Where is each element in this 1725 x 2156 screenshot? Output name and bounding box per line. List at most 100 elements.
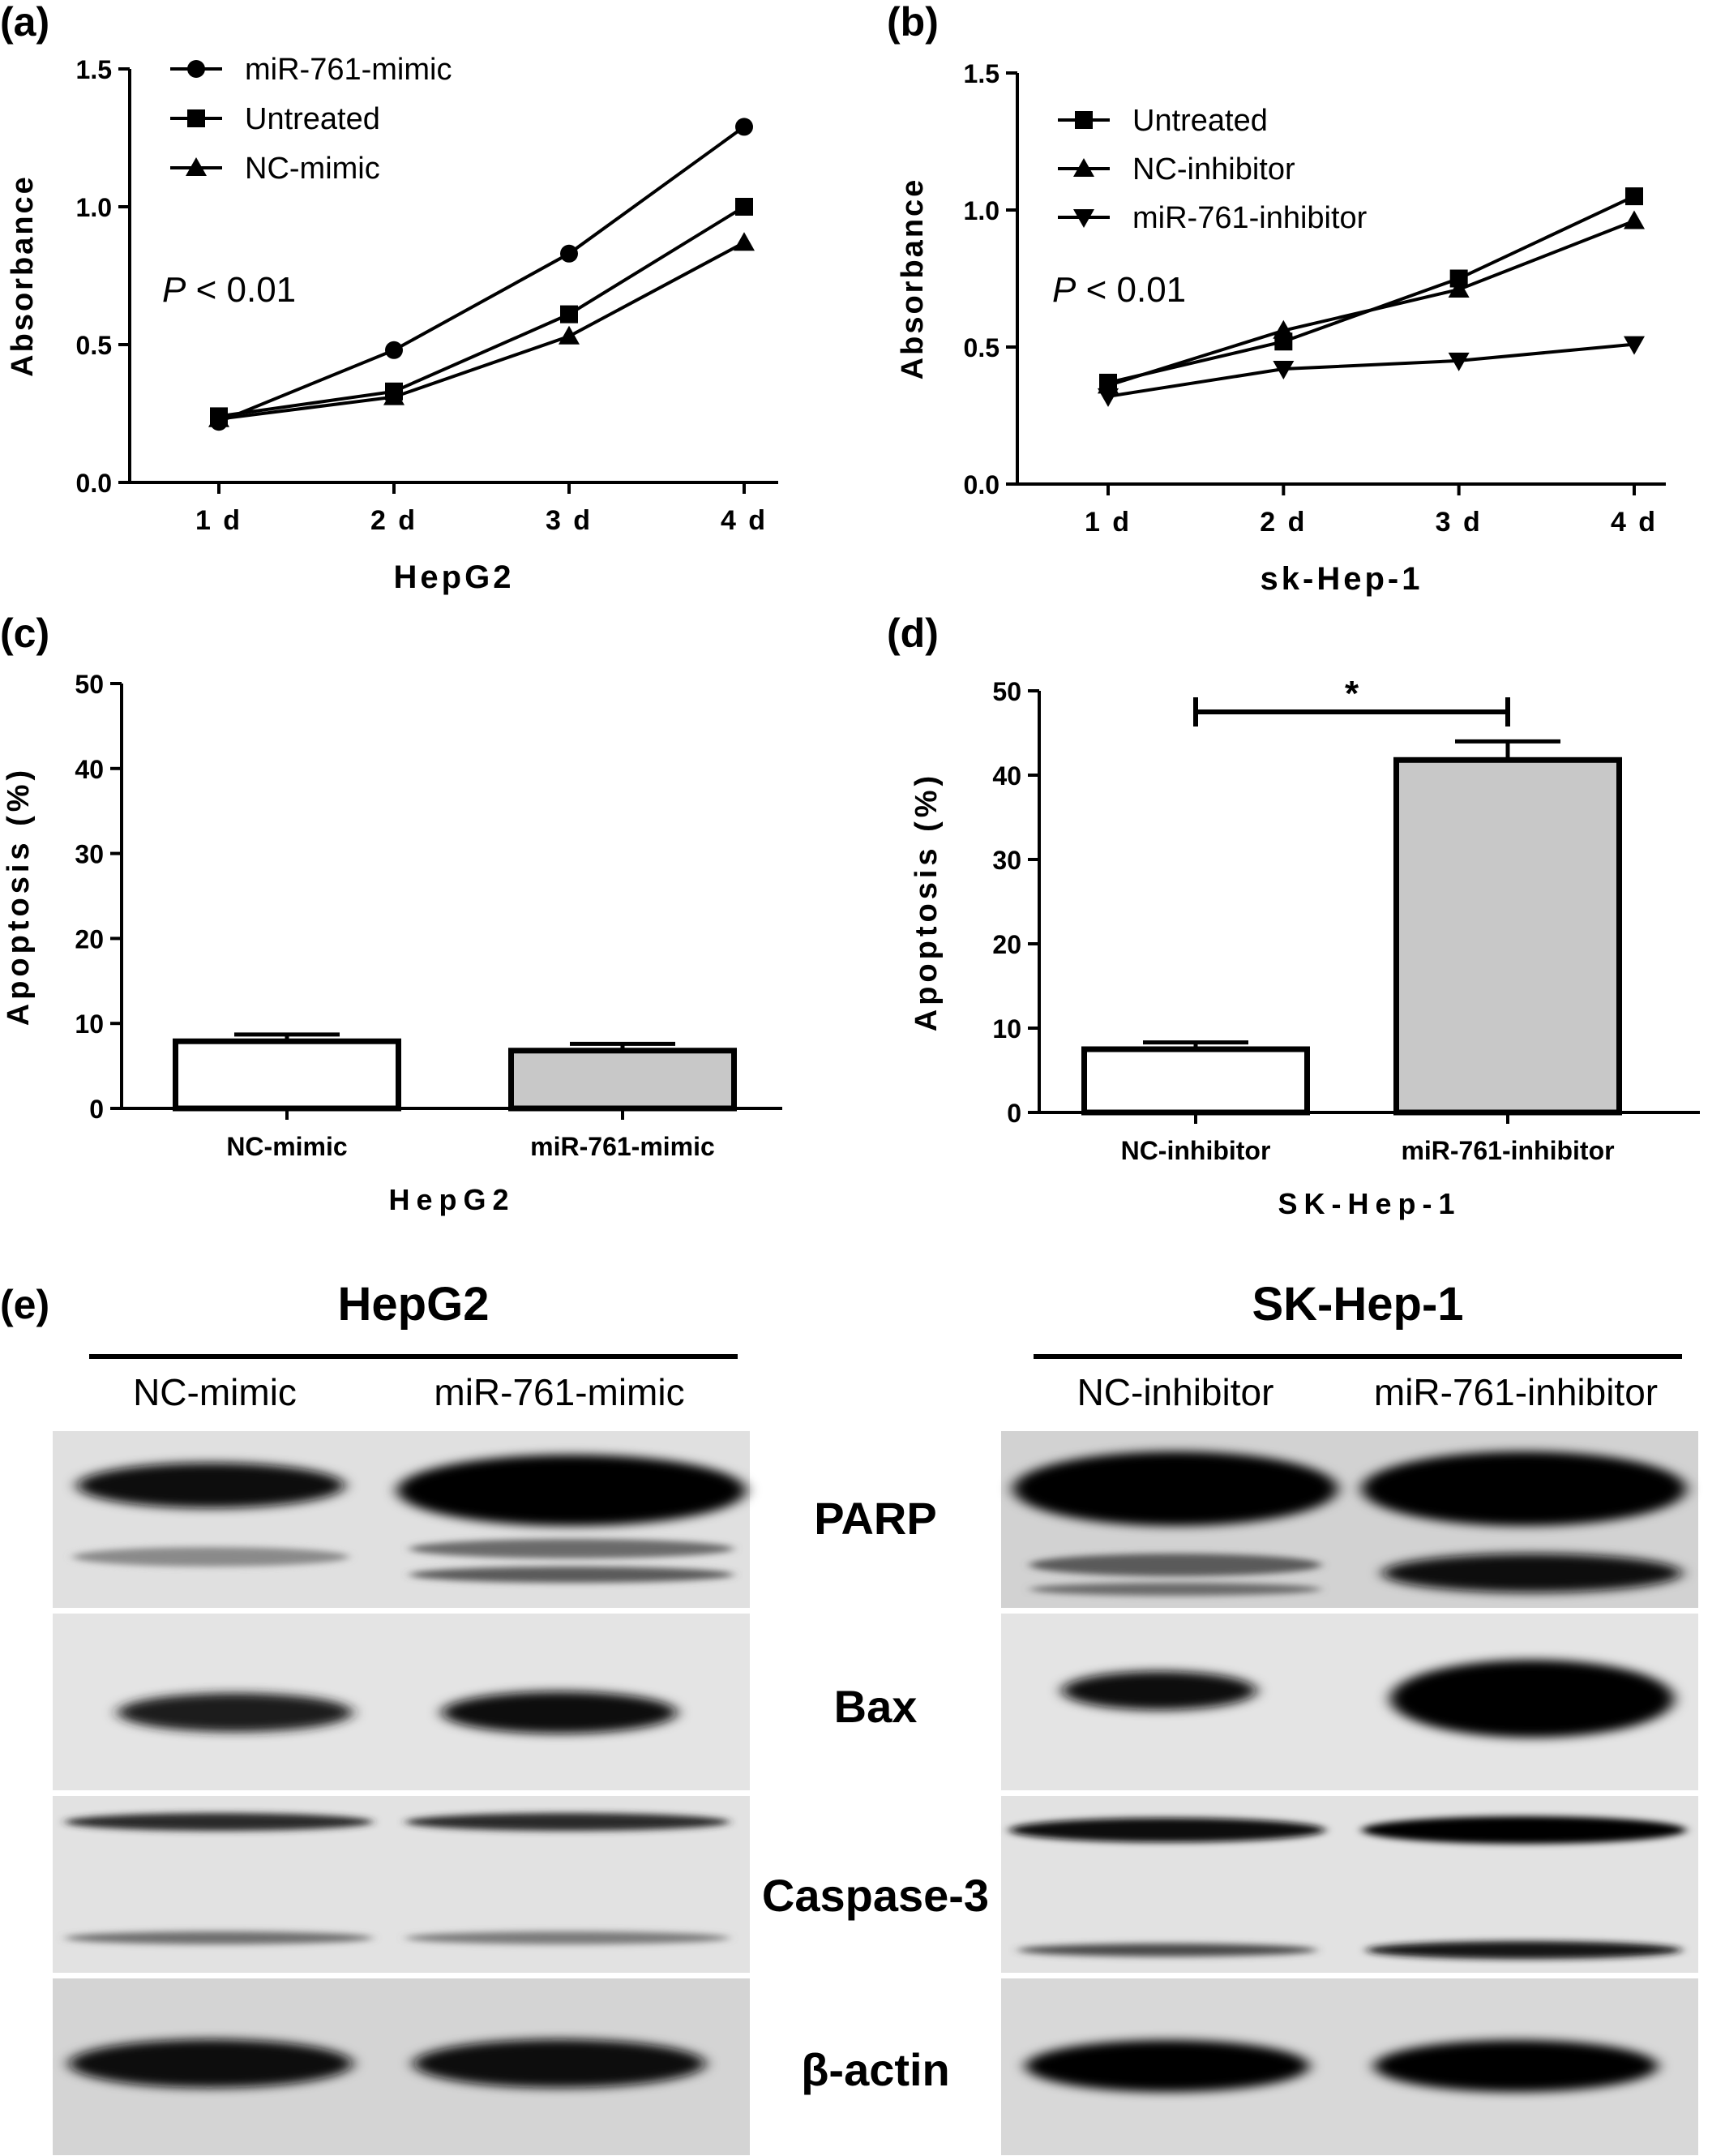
series-line	[1107, 342, 1635, 398]
y-tick-label: 1.0	[76, 193, 112, 222]
data-point	[208, 408, 229, 427]
lane-label-nc-mimic: NC-mimic	[133, 1371, 297, 1413]
y-tick-label: 10	[992, 1014, 1021, 1044]
x-tick-label: miR-761-inhibitor	[1401, 1136, 1614, 1165]
significance-star: *	[1345, 674, 1359, 714]
y-tick-label: 0.0	[76, 469, 112, 498]
legend-entry: NC-mimic	[245, 152, 380, 186]
x-tick-label: 4 d	[1611, 507, 1658, 538]
legend-entry: miR-761-inhibitor	[1132, 201, 1368, 235]
bar	[508, 1048, 737, 1112]
data-point	[1625, 187, 1643, 206]
legend-marker	[186, 157, 207, 176]
y-tick-label: 0.5	[76, 331, 112, 360]
y-tick-label: 0.0	[964, 470, 999, 499]
x-tick-label: 3 d	[546, 505, 593, 536]
series-line	[1107, 219, 1635, 388]
x-tick-label: NC-inhibitor	[1121, 1136, 1271, 1165]
y-tick-label: 40	[75, 755, 104, 784]
data-point	[1449, 269, 1468, 288]
x-axis-title: sk-Hep-1	[1261, 561, 1423, 597]
x-axis-title: SK-Hep-1	[1278, 1187, 1461, 1220]
protein-label-caspase3: Caspase-3	[761, 1870, 990, 1921]
p-value-italic: P	[162, 270, 186, 310]
x-tick-label: 2 d	[370, 505, 417, 536]
data-point	[560, 305, 578, 324]
blot-right-bax	[1001, 1614, 1698, 1790]
blot-right-parp	[1001, 1431, 1698, 1608]
x-tick-label: 3 d	[1436, 507, 1483, 538]
y-tick-label: 50	[992, 677, 1021, 706]
data-point	[734, 232, 755, 251]
bar	[1393, 757, 1622, 1116]
blot-title-hepg2: HepG2	[337, 1278, 490, 1331]
x-tick-label: 1 d	[1085, 507, 1132, 538]
panel-label-e: (e)	[0, 1282, 50, 1327]
p-value-italic: P	[1052, 270, 1077, 310]
x-axis-title: HepG2	[394, 559, 515, 595]
blot-left-parp	[53, 1431, 750, 1608]
panel-label-b: (b)	[887, 0, 939, 45]
blot-right-caspase3	[1001, 1796, 1698, 1973]
blot-title-skhep1: SK-Hep-1	[1252, 1278, 1464, 1331]
y-tick-label: 10	[75, 1009, 104, 1039]
data-point	[385, 341, 403, 359]
data-point	[1624, 336, 1645, 355]
protein-label-bax: Bax	[833, 1681, 918, 1732]
legend-entry: Untreated	[245, 102, 380, 136]
legend-marker	[1073, 209, 1094, 228]
y-tick-label: 30	[75, 840, 104, 869]
x-tick-label: 2 d	[1260, 507, 1307, 538]
legend-marker	[187, 109, 205, 127]
p-value-text: < 0.01	[186, 270, 296, 310]
y-tick-label: 0	[89, 1095, 104, 1124]
data-point	[1624, 210, 1645, 229]
panel-label-d: (d)	[887, 611, 939, 656]
data-point	[1448, 352, 1470, 371]
legend-marker	[1075, 111, 1093, 129]
lane-label-mir761-inhibitor: miR-761-inhibitor	[1373, 1371, 1659, 1413]
legend-marker	[1073, 158, 1094, 177]
x-tick-label: NC-mimic	[226, 1132, 347, 1161]
y-tick-label: 20	[992, 930, 1021, 959]
lane-label-mir761-mimic: miR-761-mimic	[434, 1371, 685, 1413]
y-tick-label: 40	[992, 761, 1021, 791]
blot-left-caspase3	[53, 1796, 750, 1973]
y-tick-label: 0.5	[964, 333, 999, 362]
x-axis-title: HepG2	[388, 1183, 515, 1216]
bar	[173, 1038, 401, 1112]
blot-right-beta-actin	[1001, 1978, 1698, 2155]
data-point	[1273, 319, 1295, 339]
data-point	[1448, 279, 1470, 298]
series-line	[218, 241, 745, 421]
data-point	[383, 386, 404, 405]
panel-label-a: (a)	[0, 0, 50, 45]
p-value-annotation: P < 0.01	[1052, 270, 1186, 310]
bar-nc-mimic	[173, 1032, 401, 1112]
series-mir-761-inhibitor	[1098, 336, 1645, 407]
data-point	[735, 118, 753, 136]
blot-left-bax	[53, 1614, 750, 1790]
legend-entry: NC-inhibitor	[1132, 152, 1295, 186]
y-axis-title: Absorbance	[896, 178, 930, 380]
bar-mir-761-inhibitor	[1393, 739, 1622, 1116]
legend-marker	[187, 60, 205, 78]
series-line	[218, 125, 746, 424]
series-line	[218, 205, 746, 418]
line-chart-skhep1-absorbance: 0.0 0.5 1.0 1.5 1 d 2 d 3 d 4 d Absorbance sk-Hep…	[896, 59, 1666, 597]
y-tick-label: 1.5	[964, 59, 999, 88]
data-point	[1273, 361, 1295, 380]
y-tick-label: 1.5	[76, 55, 112, 84]
x-tick-label: 1 d	[195, 505, 242, 536]
x-tick-label: 4 d	[721, 505, 768, 536]
bar-mir-761-mimic	[508, 1041, 737, 1112]
bar-chart-hepg2-apoptosis: 0 10 20 30 40 50 Apoptosis (%) HepG2 NC-mimic miR…	[2, 670, 782, 1216]
y-tick-label: 0	[1007, 1099, 1021, 1128]
legend-entry: miR-761-mimic	[245, 53, 452, 87]
y-axis-title: Absorbance	[6, 174, 40, 377]
protein-label-beta-actin: β-actin	[801, 2044, 950, 2095]
bar-chart-skhep1-apoptosis: 0 10 20 30 40 50 Apoptosis (%) SK-Hep-1NC-inhib…	[910, 674, 1700, 1220]
x-tick-label: miR-761-mimic	[530, 1132, 715, 1161]
legend-entry: Untreated	[1132, 104, 1268, 138]
